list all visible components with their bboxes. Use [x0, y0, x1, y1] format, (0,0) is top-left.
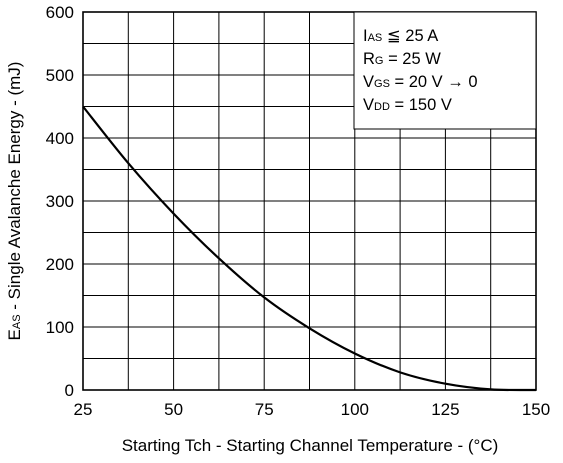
y-axis-title-rest: - Single Avalanche Energy - (mJ)	[5, 62, 24, 315]
condition-2: RG = 25 W	[363, 50, 441, 68]
y-tick-label: 600	[46, 3, 74, 22]
y-tick-label: 0	[65, 381, 74, 400]
x-tick-label: 50	[164, 400, 183, 419]
condition-main: I	[363, 27, 368, 45]
condition-main: V	[363, 73, 374, 91]
series-line-1	[82, 105, 537, 392]
y-tick-label: 500	[46, 66, 74, 85]
x-axis-title: Starting Tch - Starting Channel Temperat…	[122, 436, 499, 455]
y-tick-label: 200	[46, 255, 74, 274]
series-layer	[82, 105, 537, 392]
x-tick-label: 100	[341, 400, 369, 419]
y-axis-title: EAS - Single Avalanche Energy - (mJ)	[5, 62, 24, 341]
condition-subscript: G	[375, 55, 384, 67]
condition-value: ≦ 25 A	[382, 27, 438, 45]
condition-1: IAS ≦ 25 A	[363, 27, 438, 45]
x-tick-label: 25	[74, 400, 93, 419]
condition-value: = 25 W	[383, 50, 441, 68]
x-tick-label: 150	[522, 400, 550, 419]
tick-labels: 25 50 75 100 125 150 0 100 200 300 400 500 600	[46, 3, 551, 419]
x-tick-label: 75	[255, 400, 274, 419]
condition-4: VDD = 150 V	[363, 96, 452, 114]
condition-subscript: DD	[374, 101, 390, 113]
condition-value: = 20 V → 0	[390, 73, 478, 91]
condition-main: V	[363, 96, 374, 114]
legend-box	[353, 11, 537, 130]
plot-area-frame	[82, 11, 537, 391]
y-tick-label: 100	[46, 318, 74, 337]
condition-3: VGS = 20 V → 0	[363, 73, 478, 91]
y-tick-label: 300	[46, 192, 74, 211]
y-axis-title-main: E	[5, 329, 24, 340]
y-tick-label: 400	[46, 129, 74, 148]
y-axis-title-subscript: AS	[11, 314, 23, 329]
condition-main: R	[363, 50, 375, 68]
condition-subscript: AS	[368, 32, 383, 44]
x-tick-label: 125	[431, 400, 459, 419]
condition-subscript: GS	[374, 78, 390, 90]
condition-value: = 150 V	[390, 96, 452, 114]
